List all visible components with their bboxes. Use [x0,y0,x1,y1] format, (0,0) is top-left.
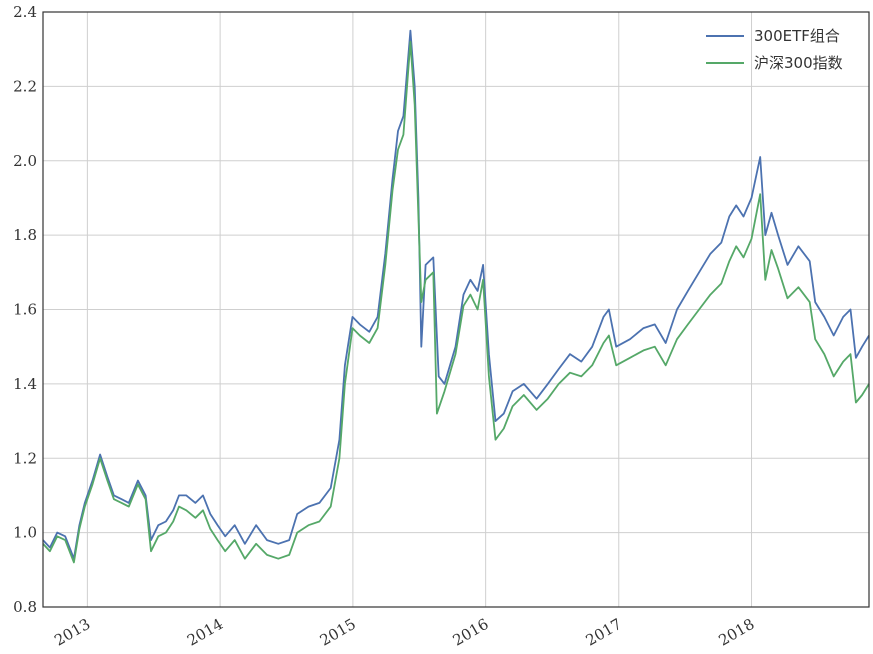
y-tick-label: 2.4 [13,3,37,21]
legend-label-hs300: 沪深300指数 [754,54,843,72]
series-line-1 [42,40,870,564]
y-tick-label: 1.6 [13,301,37,319]
y-tick-label: 2.0 [13,152,37,170]
y-tick-label: 1.4 [13,375,37,393]
y-tick-label: 1.0 [13,524,37,542]
y-tick-label: 2.2 [13,77,37,95]
y-axis-ticks: 0.8 1.0 1.2 1.4 1.6 1.8 2.0 2.2 2.4 [13,3,37,616]
series-line-0 [42,29,870,560]
series-layer [42,29,870,564]
y-tick-label: 1.2 [13,449,37,467]
y-tick-label: 0.8 [13,598,37,616]
legend-label-300etf: 300ETF组合 [754,27,840,45]
plot-frame [42,11,870,608]
y-tick-label: 1.8 [13,226,37,244]
legend: 300ETF组合 沪深300指数 [706,27,843,72]
